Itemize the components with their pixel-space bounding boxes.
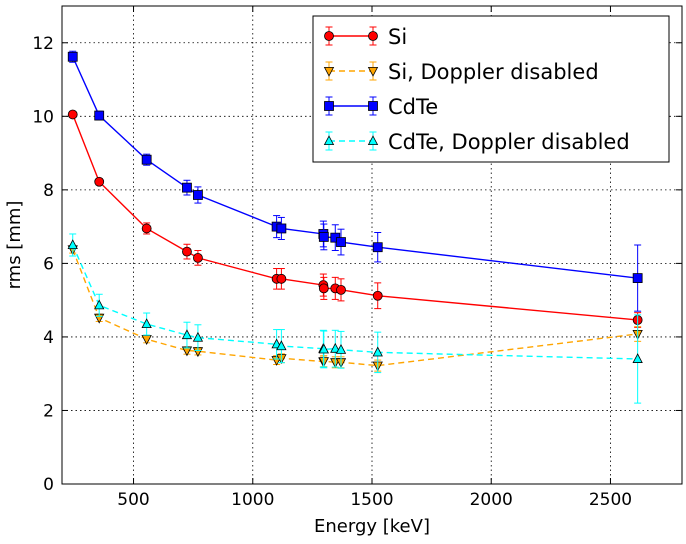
- legend-marker: [323, 135, 335, 146]
- data-point: [181, 329, 193, 340]
- data-point: [372, 346, 383, 357]
- data-point: [276, 273, 287, 284]
- legend: Si Si, Doppler disabled CdTe CdTe, Doppler …: [312, 15, 670, 163]
- data-point: [141, 223, 152, 234]
- y-tick-label: 10: [32, 107, 54, 127]
- x-axis-label: Energy [keV]: [314, 516, 430, 537]
- legend-label: Si, Doppler disabled: [388, 60, 599, 84]
- legend-marker: [368, 101, 378, 111]
- data-point: [94, 299, 105, 310]
- legend-label: Si: [388, 25, 407, 49]
- x-tick-label: 2000: [470, 490, 513, 510]
- grid: [62, 6, 682, 484]
- x-tick-label: 1500: [350, 490, 393, 510]
- data-point: [335, 343, 347, 354]
- y-tick-label: 0: [43, 475, 54, 495]
- data-point: [182, 182, 192, 193]
- data-point: [193, 190, 203, 200]
- data-point: [67, 109, 78, 120]
- data-point: [330, 342, 341, 353]
- data-point: [632, 273, 643, 283]
- legend-marker: [324, 31, 334, 41]
- data-point: [193, 252, 203, 263]
- data-point: [318, 283, 329, 294]
- data-point: [318, 343, 329, 354]
- x-tick-label: 1000: [231, 490, 274, 510]
- data-point: [67, 239, 78, 250]
- legend-marker: [367, 135, 379, 146]
- y-tick-label: 12: [32, 34, 54, 54]
- legend-marker: [324, 101, 334, 111]
- y-tick-label: 4: [43, 328, 54, 348]
- data-point: [336, 284, 346, 295]
- series-line: [72, 249, 638, 367]
- y-tick-label: 6: [43, 254, 54, 274]
- legend-label: CdTe, Doppler disabled: [388, 130, 630, 154]
- data-point: [67, 51, 78, 62]
- legend-label: CdTe: [388, 95, 438, 119]
- series-3: [67, 233, 643, 404]
- data-point: [276, 223, 287, 234]
- y-tick-label: 8: [43, 181, 54, 201]
- y-axis-label: rms [mm]: [4, 201, 25, 290]
- data-point: [192, 331, 204, 342]
- series-0: [67, 109, 643, 328]
- series-1: [67, 245, 643, 372]
- legend-marker: [368, 31, 378, 41]
- plot-series: [67, 50, 643, 404]
- data-point: [94, 176, 105, 187]
- data-point: [318, 232, 329, 242]
- data-point: [182, 246, 192, 257]
- data-point: [141, 154, 152, 165]
- data-point: [94, 110, 105, 121]
- data-point: [632, 353, 643, 363]
- data-point: [372, 290, 383, 301]
- data-point: [372, 242, 383, 253]
- y-tick-label: 2: [43, 401, 54, 421]
- legend-marker: [367, 67, 379, 77]
- series-2: [67, 50, 643, 312]
- data-point: [336, 237, 346, 247]
- axes: 500 1000 1500 2000 2500 0 2 4 6 8 10 12: [32, 6, 682, 510]
- x-tick-label: 2500: [589, 490, 632, 510]
- data-point: [276, 340, 287, 351]
- x-tick-label: 500: [117, 490, 149, 510]
- legend-marker: [323, 67, 335, 77]
- data-point: [141, 318, 152, 329]
- series-line: [72, 244, 638, 360]
